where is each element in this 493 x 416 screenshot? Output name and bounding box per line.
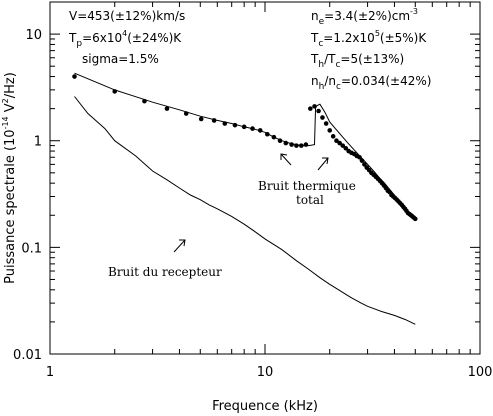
data-point — [232, 122, 238, 128]
data-point — [316, 108, 321, 114]
data-point — [250, 126, 255, 131]
data-point — [323, 121, 329, 126]
thermal-noise-label: Bruit thermique — [258, 179, 356, 193]
data-point — [294, 143, 299, 148]
data-point — [211, 118, 217, 123]
y-axis-label: Puissance spectrale (10-14 V2/Hz) — [1, 72, 18, 284]
arrow-thermal-left — [280, 153, 292, 166]
x-tick-label: 10 — [257, 365, 274, 380]
y-tick-label: 0.01 — [13, 348, 42, 363]
data-point — [257, 128, 263, 133]
sigma-annotation: sigma=1.5% — [82, 52, 159, 66]
data-point — [312, 104, 317, 109]
th-tc-annotation: Th/Tc=5(±13%) — [310, 52, 404, 70]
data-point — [412, 216, 418, 222]
x-axis-label: Frequence (kHz) — [212, 399, 318, 414]
data-point — [334, 138, 339, 144]
tc-annotation: Tc=1.2x105(±5%)K — [310, 29, 427, 49]
annotation-right: ne=3.4(±2%)cm-3 Tc=1.2x105(±5%)K Th/Tc=5… — [310, 7, 431, 92]
y-tick-label: 0.1 — [21, 241, 42, 256]
receiver-noise-label: Bruit du recepteur — [108, 265, 222, 279]
velocity-annotation: V=453(±12%)km/s — [69, 9, 185, 23]
data-point — [283, 140, 289, 146]
axis-ticks — [49, 1, 480, 355]
data-point — [72, 74, 77, 79]
data-point — [277, 138, 283, 144]
arrow-thermal-right — [317, 157, 329, 171]
y-tick-labels: 0.01 0.1 1 10 — [13, 28, 42, 363]
thermal-noise-label-total: total — [296, 193, 324, 207]
data-point — [327, 128, 333, 133]
series-points — [72, 74, 418, 222]
data-point — [142, 98, 147, 104]
data-point — [320, 115, 325, 120]
data-point — [112, 89, 118, 94]
annotation-left: V=453(±12%)km/s Tp=6x104(±24%)K sigma=1.… — [68, 9, 185, 66]
data-point — [362, 162, 367, 167]
data-point — [271, 134, 277, 140]
y-tick-label: 10 — [25, 28, 42, 43]
data-point — [337, 140, 342, 146]
nh-nc-annotation: nh/nc=0.034(±42%) — [311, 74, 431, 92]
tp-annotation: Tp=6x104(±24%)K — [68, 29, 182, 49]
data-point — [330, 134, 336, 139]
ne-annotation: ne=3.4(±2%)cm-3 — [311, 7, 418, 27]
data-point — [222, 121, 228, 126]
data-point — [343, 145, 349, 151]
data-point — [308, 106, 313, 111]
x-tick-labels: 1 10 100 — [46, 365, 493, 380]
receiver-noise-curve — [74, 96, 416, 325]
data-point — [265, 131, 270, 137]
x-tick-label: 100 — [468, 365, 493, 380]
x-tick-label: 1 — [46, 365, 54, 380]
data-point — [298, 143, 304, 148]
data-point — [241, 124, 247, 130]
y-tick-label: 1 — [34, 135, 42, 150]
arrow-receiver — [173, 239, 186, 253]
data-point — [183, 111, 189, 116]
data-point — [303, 142, 309, 147]
data-point — [359, 158, 365, 163]
data-point — [357, 154, 362, 160]
data-point — [198, 116, 204, 122]
data-point — [289, 142, 294, 147]
data-point — [164, 106, 170, 111]
data-point — [340, 143, 346, 148]
